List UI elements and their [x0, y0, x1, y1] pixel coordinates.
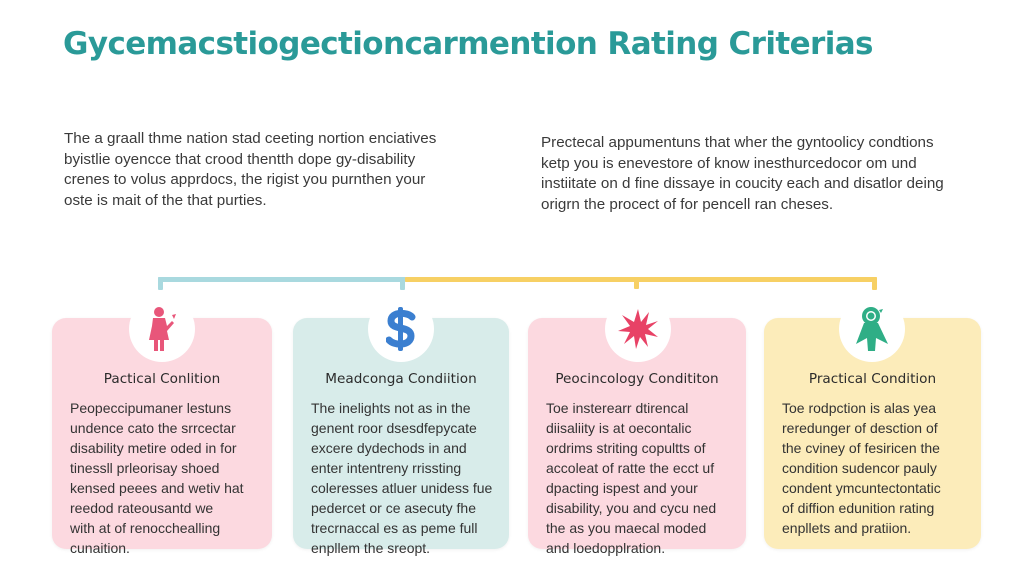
- card-body-line: Toe rodpction is alas yea: [782, 400, 937, 416]
- card-body-line: reredunger of desction of: [782, 420, 938, 436]
- icon-badge: [605, 296, 671, 362]
- card-body-line: disability, you and cycu ned: [546, 500, 717, 516]
- card-body-line: trecrnaccal es as peme full: [311, 520, 478, 536]
- card-body-line: disability metire oded in for: [70, 440, 237, 456]
- intro-left-line: crenes to volus apprdocs, the rigist you…: [64, 171, 426, 188]
- card-title: Practical Condition: [808, 371, 937, 387]
- card-body-line: tinessll prleorisay shoed: [70, 460, 220, 476]
- card-body-line: enter intentreny rrissting: [311, 460, 462, 476]
- card-body-line: the as you maecal moded: [546, 520, 707, 536]
- card-body-line: undence cato the srrcectar: [70, 420, 236, 436]
- ribbon-icon: [856, 307, 888, 351]
- card-body-line: genent roor dsesdfepycate: [311, 420, 477, 436]
- intro-left-line: oste is mait of the that purties.: [64, 191, 267, 209]
- intro-right-line: instiitate on d fine dissaye in coucity …: [541, 175, 944, 192]
- card-body-line: coleresses atluer unidess fue: [311, 480, 493, 496]
- card-body-line: diisaliity is at oecontalic: [546, 420, 692, 436]
- intro-right-line: origrn the procect of for pencell ran ch…: [541, 195, 834, 213]
- card-title: Meadconga Condiition: [325, 371, 477, 387]
- card-body: Peopeccipumaner lestuns undence cato the…: [70, 398, 262, 558]
- criteria-card-2: Meadconga Condiition The inelights not a…: [293, 296, 509, 556]
- intro-left-line: byistlie oyencce that crood thentth dope…: [64, 150, 416, 168]
- card-body-line: enpllem the sreopt.: [311, 540, 431, 556]
- icon-badge: [839, 296, 905, 362]
- connector-blue-horizontal: [158, 277, 406, 282]
- criteria-card-3: Peocincology Condititon Toe insterearr d…: [528, 296, 746, 556]
- criteria-card-4: Practical Condition Toe rodpction is ala…: [764, 296, 981, 549]
- icon-badge: [368, 296, 434, 362]
- card-body-line: dpacting ispest and your: [546, 480, 698, 496]
- dollar-icon: [386, 307, 416, 351]
- card-body: The inelights not as in the genent roor …: [311, 398, 499, 558]
- card-body-line: condent ymcuntectontatic: [782, 480, 941, 496]
- connector-yellow-horizontal: [405, 277, 877, 282]
- card-body-line: the cviney of fesiricen the: [782, 440, 940, 456]
- card-body: Toe rodpction is alas yea reredunger of …: [782, 398, 971, 538]
- card-body-line: and loedopplration.: [546, 540, 666, 556]
- connector-yellow-tick-1: [634, 277, 639, 289]
- card-body-line: enpllets and pratiion.: [782, 520, 912, 536]
- card-body-line: Toe insterearr dtirencal: [546, 400, 689, 416]
- card-body-line: cunaition.: [70, 540, 130, 556]
- card-body-line: accoleat of ratte the ecct uf: [546, 460, 715, 476]
- page-title: Gycemacstiogectioncarmention Rating Crit…: [63, 26, 874, 62]
- icon-badge: [129, 296, 195, 362]
- intro-left-line: The a graall thme nation stad ceeting no…: [64, 130, 437, 147]
- card-body-line: reedod rateousantd we: [70, 500, 214, 516]
- card-body-line: condition sudencor pauly: [782, 460, 937, 476]
- card-body: Toe insterearr dtirencal diisaliity is a…: [546, 398, 736, 558]
- criteria-card-1: Pactical Conlition Peopeccipumaner lestu…: [52, 296, 272, 556]
- card-title: Pactical Conlition: [103, 371, 221, 387]
- connector-blue-tick-2: [400, 277, 405, 290]
- card-body-line: Peopeccipumaner lestuns: [70, 400, 232, 416]
- card-title: Peocincology Condititon: [555, 371, 719, 387]
- card-body-line: with at of renocchealling: [70, 520, 221, 536]
- card-body-line: The inelights not as in the: [311, 400, 471, 416]
- intro-text-right: Prectecal appumentuns that wher the gynt…: [541, 133, 944, 215]
- card-body-line: pedercet or ce asecuty fhe: [311, 500, 476, 516]
- card-body-line: of diffion edunition rating: [782, 500, 935, 516]
- intro-right-line: ketp you is enevestore of know inesthurc…: [541, 154, 917, 172]
- card-body-line: excere dydechods in and: [311, 440, 467, 456]
- intro-text-left: The a graall thme nation stad ceeting no…: [64, 129, 436, 211]
- card-body-line: ordrims striting copultts of: [546, 440, 706, 456]
- person-icon: [149, 307, 176, 351]
- connector-blue-tick-1: [158, 277, 163, 290]
- intro-right-line: Prectecal appumentuns that wher the gynt…: [541, 134, 934, 151]
- star-burst-icon: [618, 309, 658, 349]
- connector-yellow-tick-2: [872, 277, 877, 290]
- card-body-line: kensed peees and wetiv hat: [70, 480, 244, 496]
